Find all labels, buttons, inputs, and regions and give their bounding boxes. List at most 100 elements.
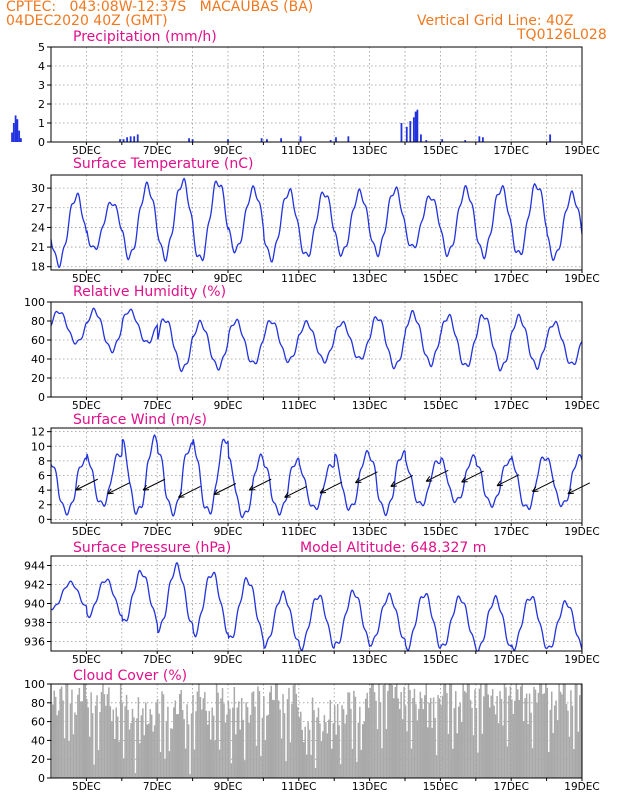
wind-vector-head [390, 481, 397, 487]
precip-xtick-label: 11DEC [281, 145, 316, 157]
cloud-bar [542, 694, 544, 778]
cloud-bar [161, 691, 163, 778]
cloud-bar [314, 768, 317, 778]
cloud-bar [322, 731, 324, 778]
temp-frame [50, 174, 583, 271]
cloud-bar [421, 698, 423, 778]
precip-bar [481, 137, 484, 142]
cloud-bar [519, 686, 522, 778]
cloud-bar [452, 748, 454, 778]
cloud-bar [484, 684, 487, 778]
cloud-bar [130, 723, 132, 778]
cloud-bar [165, 720, 168, 778]
rh-ytick-label: 60 [31, 334, 45, 347]
cloud-bar [56, 715, 58, 778]
precip-bar [335, 137, 337, 142]
wind-xtick-label: 17DEC [493, 526, 528, 538]
cloud-bar [475, 708, 478, 778]
cloud-bar [573, 749, 575, 778]
cloud-bar [83, 684, 85, 778]
wind-xtick-label: 7DEC [143, 526, 172, 538]
cloud-bar [215, 684, 218, 778]
cloud-xtick-label: 19DEC [564, 781, 599, 793]
rh-series-line [50, 307, 583, 373]
cloud-bar [413, 688, 416, 778]
cloud-bar [134, 773, 137, 778]
cloud-bar [205, 710, 208, 778]
cloud-bar [457, 706, 460, 778]
cloud-bar [97, 750, 100, 778]
cloud-bar [477, 752, 479, 778]
cloud-bar [450, 684, 453, 778]
cloud-bar [508, 695, 510, 778]
cloud-bar [202, 698, 205, 778]
cloud-bar [128, 729, 131, 778]
cloud-bar [173, 707, 175, 778]
precip-bar [412, 117, 415, 142]
cloud-bar [528, 693, 531, 778]
wind-vector [461, 470, 484, 483]
cloud-bar [375, 700, 377, 778]
cloud-bar [153, 725, 156, 778]
cloud-bar [393, 698, 395, 778]
cloud-bar [258, 691, 261, 778]
cloud-bar [289, 742, 292, 778]
rh-panel: Relative Humidity (%) 0 20 40 60 80 100 5DEC 7DE… [24, 284, 600, 412]
cloud-bar [180, 690, 182, 778]
cloud-bar [394, 686, 396, 778]
cloud-bar [196, 691, 199, 778]
cloud-bar [505, 687, 507, 778]
cloud-bar [422, 709, 425, 778]
cloud-bar [353, 690, 355, 778]
cloud-bar [170, 728, 172, 778]
cloud-bar [446, 693, 448, 778]
rh-xtick-label: 19DEC [564, 400, 599, 412]
cloud-bar [74, 712, 76, 778]
cloud-bar [437, 695, 439, 778]
cloud-bar [246, 707, 249, 778]
cloud-bar [257, 686, 259, 778]
precip-bar [409, 121, 412, 142]
cloud-bar [304, 726, 306, 778]
cloud-ytick-label: 20 [31, 753, 45, 766]
cloud-bar [400, 691, 402, 778]
cloud-bar [118, 741, 120, 778]
cloud-bar [472, 735, 475, 778]
cloud-bar [332, 723, 334, 778]
cloud-bar [243, 760, 246, 778]
cloud-bar [320, 741, 323, 778]
wind-vector-head [75, 484, 82, 491]
cloud-bar [511, 699, 513, 778]
cloud-bar [162, 694, 165, 778]
cloud-bar [60, 686, 63, 778]
wind-title: Surface Wind (m/s) [73, 412, 207, 428]
cloud-bar [424, 695, 426, 778]
pressure-xtick-label: 13DEC [352, 654, 387, 666]
cloud-bar [240, 697, 243, 778]
cloud-bar [143, 735, 146, 778]
precip-bar [420, 134, 422, 142]
precip-bar [16, 119, 19, 142]
cloud-xtick-label: 11DEC [281, 781, 316, 793]
cloud-bar [373, 692, 376, 778]
header-model-code: TQ0126L028 [517, 27, 607, 43]
pressure-ytick-label: 942 [24, 579, 45, 592]
temp-ytick-label: 21 [31, 241, 45, 254]
cloud-bar [360, 749, 363, 778]
rh-title: Relative Humidity (%) [73, 284, 226, 300]
rh-ytick-label: 0 [38, 391, 45, 404]
cloud-bar [534, 689, 537, 778]
temp-ytick-label: 30 [31, 182, 45, 195]
precip-xtick-label: 19DEC [564, 145, 599, 157]
cloud-bar [518, 699, 520, 778]
rh-xtick-label: 7DEC [143, 400, 172, 412]
cloud-bar [356, 761, 358, 778]
cloud-bar [136, 718, 138, 778]
rh-ytick-label: 40 [31, 353, 45, 366]
wind-vector-head [213, 489, 220, 495]
cloud-bar [517, 689, 519, 778]
cloud-bar [168, 751, 171, 778]
cloud-bar [99, 712, 101, 778]
cloud-bar [121, 702, 123, 778]
